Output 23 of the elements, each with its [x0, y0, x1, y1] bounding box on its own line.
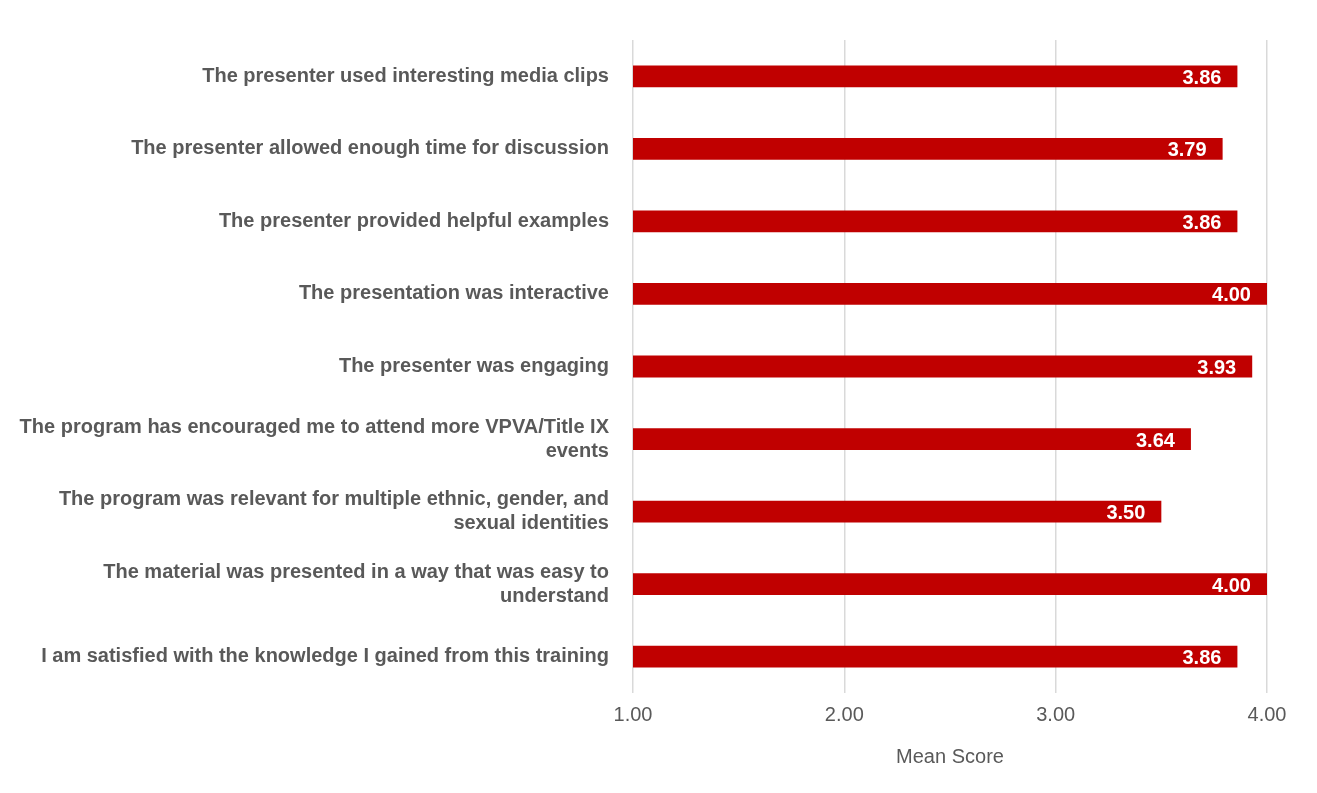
- data-label: 3.86: [1182, 210, 1222, 233]
- data-label: 3.86: [1182, 646, 1222, 669]
- y-tick-label: The presenter allowed enough time for discussion: [131, 136, 609, 159]
- x-tick-label: 2.00: [824, 702, 864, 725]
- y-tick-label: The material was presented in a way that was easy to understand: [103, 559, 609, 606]
- y-tick-label: The presenter used interesting media clips: [202, 63, 609, 86]
- y-tick-label: The presentation was interactive: [298, 281, 609, 304]
- data-label: 4.00: [1212, 573, 1251, 596]
- data-label: 3.64: [1135, 428, 1176, 451]
- y-tick-label: I am satisfied with the knowledge I gained from this training: [41, 644, 609, 667]
- y-tick-label: The presenter provided helpful examples: [218, 208, 609, 231]
- x-tick-label: 4.00: [1247, 702, 1287, 725]
- y-tick-label: The program has encouraged me to attend more VPVA/Title IX events: [19, 414, 610, 461]
- x-tick-label: 1.00: [613, 702, 653, 725]
- x-axis-title: Mean Score: [896, 744, 1004, 767]
- y-tick-label: The presenter was engaging: [338, 354, 609, 377]
- data-label: 3.93: [1197, 356, 1237, 379]
- data-label: 3.86: [1182, 65, 1222, 88]
- data-label: 4.00: [1212, 283, 1251, 306]
- data-label: 3.50: [1106, 501, 1146, 524]
- y-tick-label: The program was relevant for multiple ethnic, gender, and sexual identities: [58, 487, 609, 534]
- x-tick-label: 3.00: [1036, 702, 1076, 725]
- data-label: 3.79: [1167, 138, 1207, 161]
